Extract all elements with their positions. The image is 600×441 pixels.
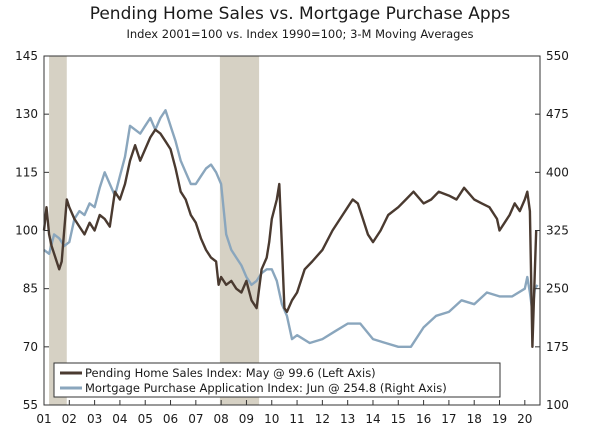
right-tick-label: 250	[546, 282, 569, 296]
right-tick-label: 475	[546, 107, 569, 121]
left-tick-label: 70	[23, 340, 38, 354]
left-tick-label: 85	[23, 282, 38, 296]
x-tick-label: 18	[467, 412, 482, 426]
x-tick-label: 17	[441, 412, 456, 426]
x-tick-label: 10	[264, 412, 279, 426]
x-tick-label: 19	[492, 412, 507, 426]
series-lines	[42, 109, 539, 348]
right-tick-label: 550	[546, 49, 569, 63]
x-tick-label: 13	[340, 412, 355, 426]
recession-band-0	[49, 56, 67, 405]
right-tick-label: 325	[546, 224, 569, 238]
x-tick-label: 08	[214, 412, 229, 426]
legend-box	[53, 362, 501, 398]
x-tick-label: 11	[289, 412, 304, 426]
right-tick-label: 175	[546, 340, 569, 354]
plot-frame	[43, 55, 541, 406]
legend: Pending Home Sales Index: May @ 99.6 (Le…	[53, 362, 501, 398]
chart-title: Pending Home Sales vs. Mortgage Purchase…	[89, 4, 511, 24]
x-tick-label: 04	[112, 412, 127, 426]
legend-label: Pending Home Sales Index: May @ 99.6 (Le…	[85, 366, 376, 380]
x-tick-label: 05	[138, 412, 153, 426]
legend-label: Mortgage Purchase Application Index: Jun…	[85, 381, 447, 395]
x-tick-label: 07	[188, 412, 203, 426]
mortgage-purchase-line	[43, 109, 539, 348]
left-tick-label: 100	[15, 224, 38, 238]
x-tick-label: 12	[315, 412, 330, 426]
x-tick-label: 06	[163, 412, 178, 426]
x-tick-label: 20	[517, 412, 532, 426]
chart-subtitle: Index 2001=100 vs. Index 1990=100; 3-M M…	[126, 27, 474, 41]
x-axis: 01 02 03 04 05 06 07 08 09 10 11 12 13 14 15 16 17 18 19 20	[36, 400, 532, 426]
x-tick-label: 02	[62, 412, 77, 426]
x-tick-label: 16	[416, 412, 431, 426]
right-axis: 100 175 250 325 400 475 550	[535, 49, 569, 412]
x-tick-label: 14	[365, 412, 380, 426]
pending-home-sales-line	[42, 128, 538, 348]
x-tick-label: 03	[87, 412, 102, 426]
left-axis: 55 70 85 100 115 130 145	[15, 49, 49, 412]
x-tick-label: 01	[36, 412, 51, 426]
left-tick-label: 145	[15, 49, 38, 63]
left-tick-label: 130	[15, 107, 38, 121]
left-tick-label: 55	[23, 398, 38, 412]
right-tick-label: 400	[546, 165, 569, 179]
left-tick-label: 115	[15, 165, 38, 179]
x-tick-label: 15	[391, 412, 406, 426]
x-tick-label: 09	[239, 412, 254, 426]
right-tick-label: 100	[546, 398, 569, 412]
